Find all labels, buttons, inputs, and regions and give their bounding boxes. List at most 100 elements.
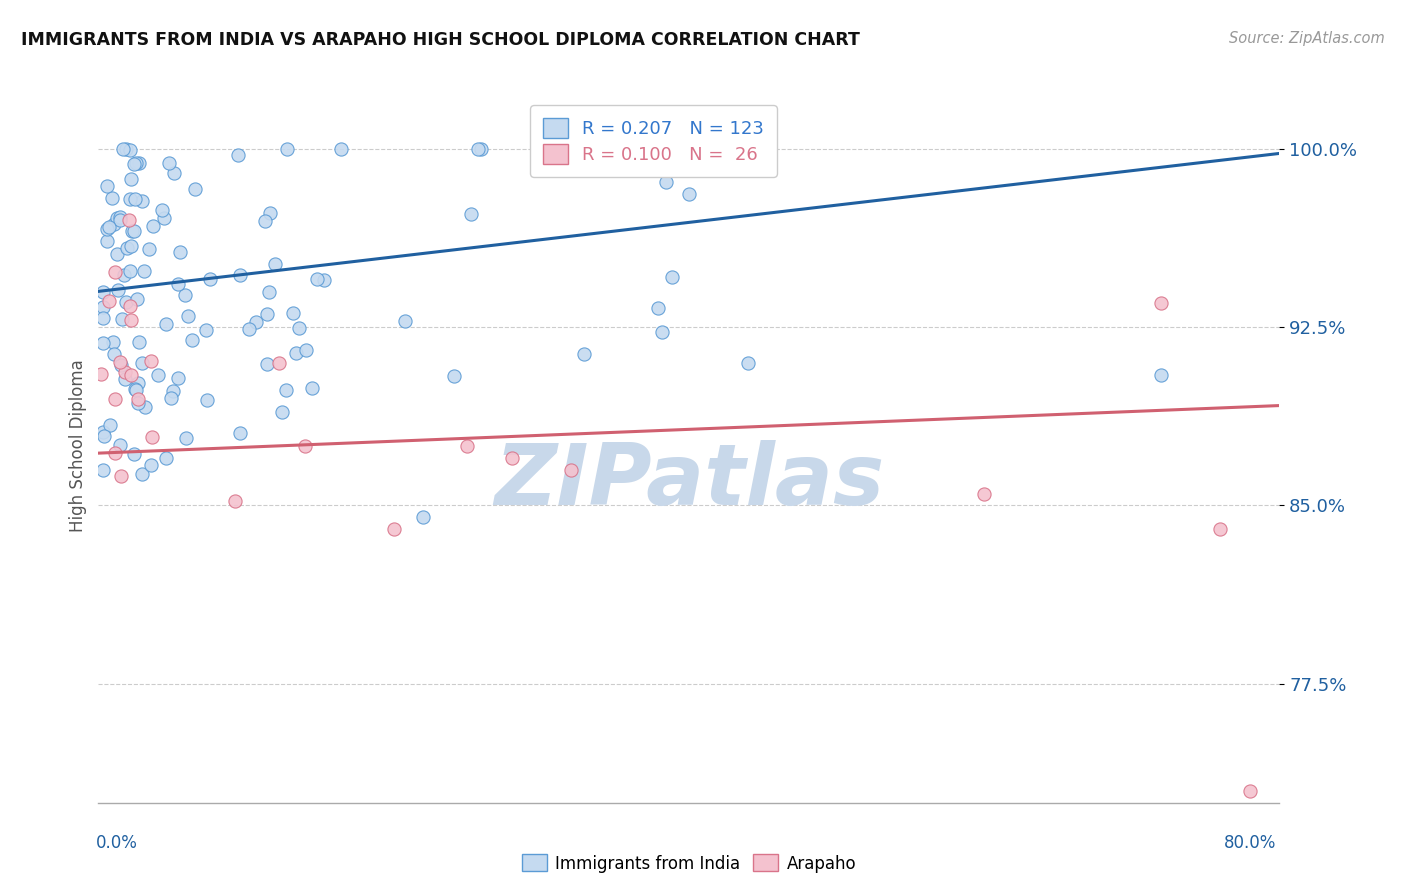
- Point: [647, 301, 669, 315]
- Point: [110, 438, 132, 452]
- Text: ZIPatlas: ZIPatlas: [494, 440, 884, 524]
- Point: [128, 156, 150, 170]
- Point: [104, 265, 127, 279]
- Point: [177, 309, 200, 323]
- Point: [287, 321, 309, 335]
- Point: [121, 223, 143, 237]
- Point: [254, 214, 277, 228]
- Point: [91, 336, 114, 351]
- Point: [195, 392, 218, 407]
- Point: [558, 159, 581, 173]
- Point: [91, 285, 114, 300]
- Point: [394, 314, 416, 328]
- Point: [457, 439, 479, 453]
- Point: [120, 239, 142, 253]
- Point: [169, 245, 191, 260]
- Point: [124, 192, 146, 206]
- Point: [131, 356, 153, 370]
- Text: Source: ZipAtlas.com: Source: ZipAtlas.com: [1229, 31, 1385, 46]
- Point: [173, 288, 195, 302]
- Point: [120, 368, 142, 382]
- Point: [124, 155, 146, 169]
- Point: [108, 213, 131, 227]
- Point: [661, 270, 683, 285]
- Point: [110, 469, 132, 483]
- Point: [229, 268, 252, 283]
- Point: [118, 213, 141, 227]
- Point: [91, 310, 114, 325]
- Point: [125, 384, 148, 398]
- Point: [256, 308, 278, 322]
- Point: [120, 299, 142, 313]
- Text: 80.0%: 80.0%: [1225, 834, 1277, 852]
- Point: [194, 323, 217, 337]
- Point: [139, 354, 162, 368]
- Point: [120, 312, 142, 326]
- Point: [104, 392, 127, 407]
- Text: IMMIGRANTS FROM INDIA VS ARAPAHO HIGH SCHOOL DIPLOMA CORRELATION CHART: IMMIGRANTS FROM INDIA VS ARAPAHO HIGH SC…: [21, 31, 860, 49]
- Point: [157, 156, 180, 170]
- Point: [572, 347, 595, 361]
- Text: 0.0%: 0.0%: [96, 834, 138, 852]
- Point: [90, 367, 112, 381]
- Y-axis label: High School Diploma: High School Diploma: [69, 359, 87, 533]
- Point: [412, 510, 434, 524]
- Point: [112, 142, 135, 156]
- Point: [127, 376, 149, 390]
- Point: [91, 300, 114, 314]
- Point: [229, 425, 252, 440]
- Point: [281, 306, 304, 320]
- Point: [114, 372, 136, 386]
- Point: [96, 179, 118, 194]
- Point: [127, 392, 149, 406]
- Point: [160, 391, 183, 405]
- Point: [294, 439, 316, 453]
- Point: [107, 211, 129, 226]
- Point: [301, 381, 323, 395]
- Point: [141, 430, 163, 444]
- Point: [276, 142, 298, 156]
- Point: [97, 293, 120, 308]
- Point: [224, 494, 246, 508]
- Point: [155, 451, 177, 466]
- Point: [1150, 296, 1173, 310]
- Point: [104, 446, 127, 460]
- Point: [183, 182, 205, 196]
- Point: [114, 142, 136, 156]
- Point: [107, 284, 129, 298]
- Point: [98, 417, 121, 432]
- Point: [294, 343, 316, 358]
- Point: [120, 264, 142, 278]
- Point: [198, 271, 221, 285]
- Point: [108, 355, 131, 369]
- Point: [267, 356, 290, 370]
- Point: [134, 400, 156, 414]
- Point: [98, 220, 121, 235]
- Point: [118, 143, 141, 157]
- Point: [91, 463, 114, 477]
- Point: [245, 315, 267, 329]
- Point: [1209, 522, 1232, 536]
- Point: [115, 295, 138, 310]
- Point: [651, 326, 673, 340]
- Point: [155, 317, 177, 331]
- Point: [146, 368, 169, 383]
- Point: [560, 463, 582, 477]
- Point: [93, 429, 115, 443]
- Point: [125, 293, 148, 307]
- Point: [122, 447, 145, 461]
- Point: [138, 242, 160, 256]
- Point: [150, 202, 173, 217]
- Point: [122, 157, 145, 171]
- Point: [131, 467, 153, 481]
- Point: [1239, 784, 1261, 798]
- Point: [101, 191, 124, 205]
- Point: [655, 175, 678, 189]
- Point: [470, 142, 492, 156]
- Point: [259, 205, 281, 219]
- Point: [176, 431, 198, 445]
- Point: [114, 365, 136, 379]
- Point: [163, 166, 186, 180]
- Point: [737, 356, 759, 370]
- Point: [132, 264, 155, 278]
